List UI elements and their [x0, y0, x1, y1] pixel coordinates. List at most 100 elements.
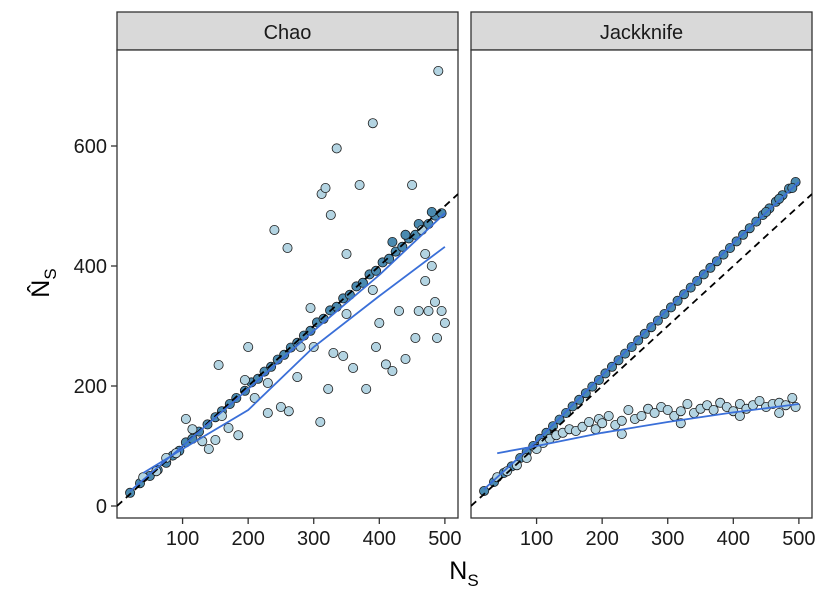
point-chao-light: [233, 430, 244, 441]
point-jackknife-light: [623, 404, 634, 415]
point-chao-light: [305, 302, 316, 313]
point-jackknife-dark: [574, 394, 585, 405]
point-chao-light: [275, 401, 286, 412]
x-tick-label: 400: [717, 528, 750, 550]
point-chao-light: [367, 118, 378, 129]
point-chao-light: [295, 341, 306, 352]
x-axis-title-sub: S: [467, 571, 478, 590]
point-chao-light: [439, 317, 450, 328]
x-tick-label: 300: [651, 528, 684, 550]
reference-line-jackknife: [471, 193, 812, 507]
point-jackknife-dark: [587, 381, 598, 392]
x-axis-chao: 100 200 300 400 500: [166, 518, 462, 550]
plot-area-jackknife: [470, 49, 813, 519]
marks-chao: [117, 66, 458, 507]
point-chao-light: [210, 434, 221, 445]
point-jackknife-light: [662, 404, 673, 415]
point-chao-light: [203, 443, 214, 454]
point-jackknife-dark: [561, 407, 572, 418]
strip-chao: [116, 11, 459, 51]
point-chao-light: [341, 248, 352, 259]
strip-label-jackknife: Jackknife: [600, 22, 683, 44]
x-tick-label: 100: [520, 528, 553, 550]
point-jackknife-dark: [725, 242, 736, 253]
point-jackknife-light: [675, 406, 686, 417]
point-jackknife-light: [636, 410, 647, 421]
point-chao-light: [367, 284, 378, 295]
point-chao-light: [361, 383, 372, 394]
x-tick-label: 100: [166, 528, 199, 550]
point-chao-dark: [305, 325, 316, 336]
point-jackknife-light: [521, 452, 532, 463]
point-chao-light: [380, 359, 391, 370]
point-jackknife-dark: [626, 341, 637, 352]
point-jackknife-dark: [580, 388, 591, 399]
point-chao-dark: [266, 361, 277, 372]
point-chao-dark: [252, 373, 263, 384]
point-jackknife-dark: [600, 368, 611, 379]
point-jackknife-light: [597, 418, 608, 429]
point-chao-light: [282, 242, 293, 253]
point-chao-light: [423, 305, 434, 316]
point-jackknife-dark: [620, 348, 631, 359]
point-chao-light: [433, 66, 444, 77]
x-axis-title-main: N: [449, 557, 467, 585]
point-jackknife-dark: [613, 355, 624, 366]
point-chao-light: [315, 416, 326, 427]
point-chao-light: [325, 209, 336, 220]
x-tick-label: 300: [297, 528, 330, 550]
point-jackknife-light: [649, 407, 660, 418]
point-chao-light: [374, 317, 385, 328]
point-chao-light: [420, 248, 431, 259]
point-chao-light: [328, 347, 339, 358]
point-jackknife-dark: [705, 262, 716, 273]
point-chao-dark: [426, 206, 437, 217]
point-chao-light: [341, 308, 352, 319]
point-jackknife-dark: [672, 295, 683, 306]
point-chao-light: [269, 224, 280, 235]
point-jackknife-dark: [659, 308, 670, 319]
x-axis-title: NS: [449, 557, 478, 590]
x-tick-label: 200: [585, 528, 618, 550]
point-jackknife-dark: [711, 256, 722, 267]
point-chao-light: [187, 424, 198, 435]
x-tick-label: 400: [363, 528, 396, 550]
point-jackknife-dark: [633, 335, 644, 346]
strip-jackknife: [470, 11, 813, 51]
point-chao-light: [354, 179, 365, 190]
x-tick-label: 200: [231, 528, 264, 550]
fit-line-jackknife-light: [497, 403, 800, 455]
point-jackknife-dark: [718, 249, 729, 260]
point-chao-light: [338, 350, 349, 361]
point-chao-light: [436, 305, 447, 316]
point-chao-dark: [279, 349, 290, 360]
y-tick-label: 400: [74, 256, 107, 278]
point-chao-dark: [397, 241, 408, 252]
point-chao-light: [223, 422, 234, 433]
x-tick-label: 500: [428, 528, 461, 550]
point-jackknife-dark: [685, 282, 696, 293]
marks-jackknife: [471, 176, 812, 507]
point-chao-light: [413, 305, 424, 316]
point-jackknife-light: [682, 398, 693, 409]
point-chao-light: [431, 332, 442, 343]
point-jackknife-dark: [646, 322, 657, 333]
point-chao-dark: [370, 265, 381, 276]
point-chao-dark: [357, 277, 368, 288]
point-chao-light: [262, 407, 273, 418]
point-chao-light: [429, 296, 440, 307]
point-chao-light: [323, 383, 334, 394]
panel-jackknife: Jackknife: [470, 11, 813, 519]
point-chao-light: [370, 341, 381, 352]
point-chao-light: [420, 275, 431, 286]
point-chao-light: [213, 359, 224, 370]
panel-chao: Chao: [116, 11, 459, 519]
strip-label-chao: Chao: [264, 22, 312, 44]
point-jackknife-dark: [774, 193, 785, 204]
point-chao-light: [426, 260, 437, 271]
fit-line-chao-light: [142, 246, 446, 474]
point-jackknife-light: [754, 395, 765, 406]
point-chao-light: [348, 362, 359, 373]
point-chao-light: [243, 341, 254, 352]
